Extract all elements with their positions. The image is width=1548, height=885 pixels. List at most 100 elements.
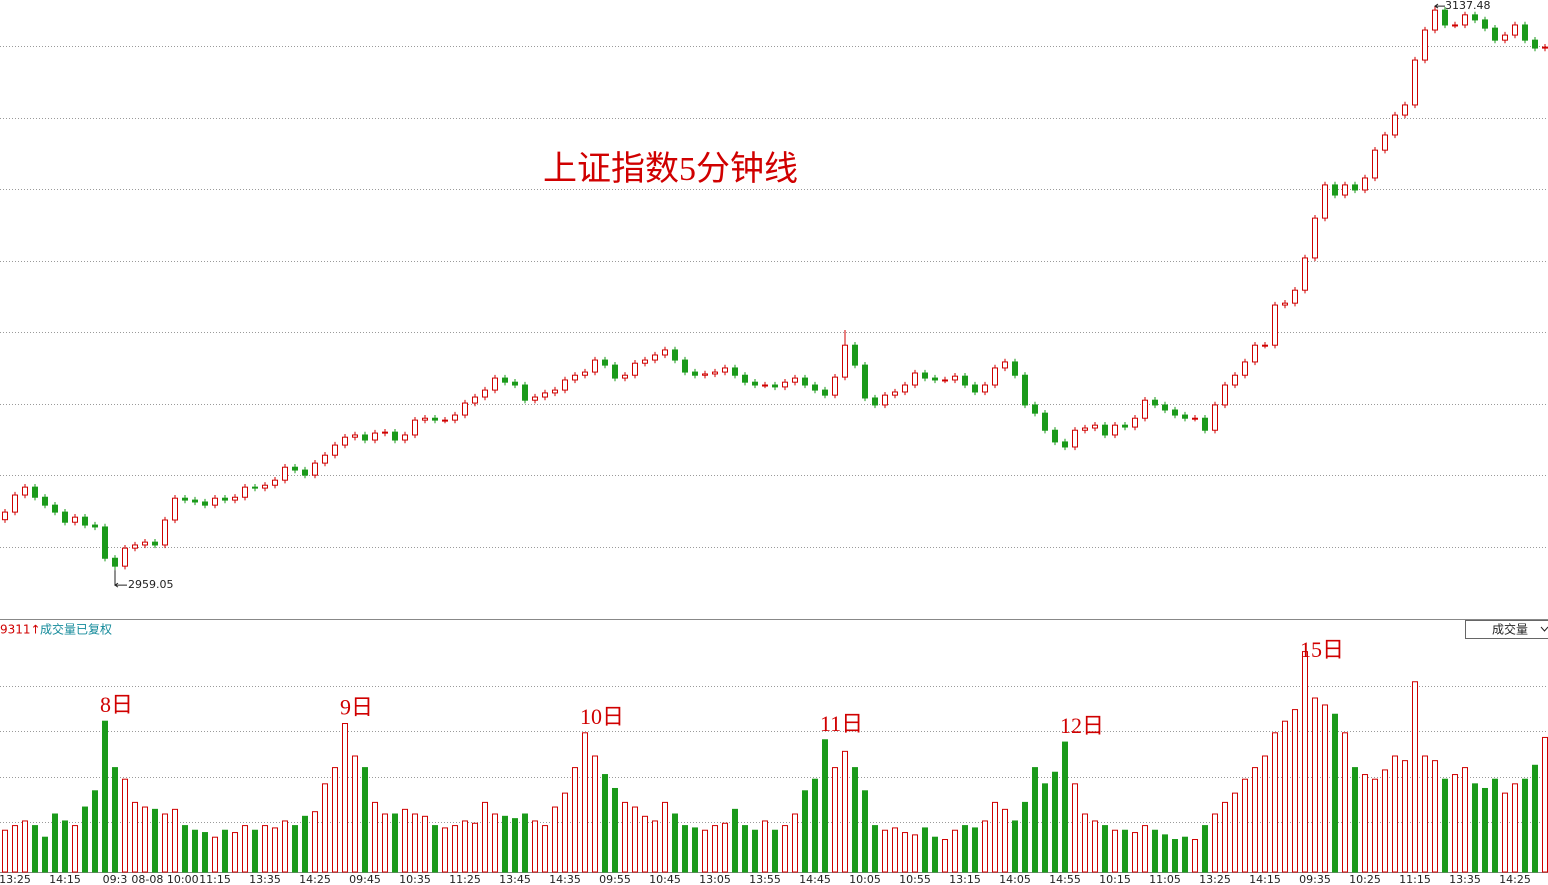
volume-bar bbox=[182, 825, 188, 873]
candle-body bbox=[732, 367, 738, 376]
x-tick-label: 14:05 bbox=[999, 873, 1031, 885]
candle-body bbox=[1382, 134, 1388, 151]
volume-bar bbox=[282, 820, 288, 873]
volume-bar bbox=[442, 827, 448, 873]
candle-body bbox=[282, 466, 288, 481]
low-label: 2959.05 bbox=[128, 578, 174, 591]
candle-body bbox=[462, 402, 468, 416]
volume-bar bbox=[2, 829, 8, 873]
x-tick-label: 11:05 bbox=[1149, 873, 1181, 885]
selector-label[interactable]: 成交量 bbox=[1492, 622, 1528, 637]
volume-bar bbox=[1242, 778, 1248, 873]
candle-body bbox=[1342, 184, 1348, 196]
candle-body bbox=[1152, 399, 1158, 406]
candle-body bbox=[62, 511, 68, 523]
volume-bar bbox=[1082, 813, 1088, 873]
volume-bar bbox=[702, 829, 708, 873]
volume-bar bbox=[1192, 839, 1198, 873]
volume-bar bbox=[532, 820, 538, 873]
volume-bar bbox=[62, 820, 68, 873]
candle-body bbox=[572, 374, 578, 381]
day-label: 9日 bbox=[340, 695, 373, 720]
candle-body bbox=[152, 541, 158, 546]
volume-bar bbox=[1342, 732, 1348, 873]
candle-body bbox=[42, 496, 48, 506]
x-tick-label: 13:35 bbox=[1449, 873, 1481, 885]
day-label: 12日 bbox=[1060, 713, 1104, 738]
volume-bar bbox=[382, 813, 388, 873]
candle-body bbox=[222, 497, 228, 501]
volume-bar bbox=[1402, 760, 1408, 873]
candle-body bbox=[1122, 424, 1128, 428]
candle-body bbox=[1532, 39, 1538, 49]
volume-bar bbox=[882, 829, 888, 873]
x-tick-label: 11:15 bbox=[199, 873, 231, 885]
volume-bar bbox=[252, 829, 258, 873]
volume-bar bbox=[992, 801, 998, 873]
volume-bar bbox=[1502, 792, 1508, 873]
candle-body bbox=[1072, 429, 1078, 448]
candle-body bbox=[392, 431, 398, 441]
candle-body bbox=[242, 486, 248, 498]
candle-body bbox=[1302, 257, 1308, 291]
volume-bar bbox=[172, 808, 178, 873]
volume-bar bbox=[1372, 778, 1378, 873]
candle-body bbox=[132, 544, 138, 549]
candle-body bbox=[692, 371, 698, 376]
volume-bar bbox=[122, 778, 128, 873]
volume-bar bbox=[1052, 771, 1058, 873]
candle-body bbox=[262, 484, 268, 489]
candle-body bbox=[92, 524, 98, 528]
candle-body bbox=[22, 486, 28, 496]
candle-body bbox=[772, 384, 778, 388]
candle-body bbox=[1522, 24, 1528, 41]
volume-bar bbox=[962, 825, 968, 873]
volume-bar bbox=[812, 778, 818, 873]
candle-body bbox=[1102, 424, 1108, 436]
volume-bar bbox=[622, 801, 628, 873]
candle-body bbox=[1432, 9, 1438, 31]
candle-body bbox=[1472, 14, 1478, 21]
volume-bar bbox=[262, 825, 268, 873]
volume-bar bbox=[1382, 769, 1388, 873]
candle-body bbox=[1032, 404, 1038, 414]
volume-bar bbox=[802, 790, 808, 873]
volume-bar bbox=[1312, 697, 1318, 873]
x-tick-label: 14:25 bbox=[1499, 873, 1531, 885]
high-pointer bbox=[1434, 3, 1445, 9]
candle-body bbox=[882, 394, 888, 406]
candle-body bbox=[202, 501, 208, 506]
candle-body bbox=[1332, 184, 1338, 196]
volume-bar bbox=[782, 825, 788, 873]
candle-body bbox=[1362, 177, 1368, 191]
selector-box[interactable] bbox=[1465, 620, 1548, 639]
volume-bar bbox=[1102, 825, 1108, 873]
x-tick-label: 10:35 bbox=[399, 873, 431, 885]
volume-bar bbox=[1472, 783, 1478, 873]
low-pointer bbox=[114, 570, 127, 588]
candle-body bbox=[662, 349, 668, 356]
candle-body bbox=[822, 389, 828, 396]
volume-bar bbox=[562, 792, 568, 873]
volume-bar bbox=[402, 808, 408, 873]
volume-selector[interactable]: 成交量 bbox=[1465, 620, 1548, 639]
volume-bar bbox=[762, 820, 768, 873]
selector-arrow[interactable] bbox=[1540, 626, 1548, 632]
candle-body bbox=[592, 359, 598, 373]
volume-bar bbox=[482, 801, 488, 873]
volume-bar bbox=[1212, 813, 1218, 873]
candle-body bbox=[912, 372, 918, 386]
candle-body bbox=[292, 466, 298, 471]
candle-body bbox=[1202, 417, 1208, 431]
candle-body bbox=[902, 384, 908, 393]
volume-bar bbox=[1452, 774, 1458, 873]
volume-bar bbox=[132, 801, 138, 873]
candle-body bbox=[1132, 417, 1138, 428]
x-tick-label: 10:25 bbox=[1349, 873, 1381, 885]
x-tick-label: 09:45 bbox=[349, 873, 381, 885]
volume-bar bbox=[552, 806, 558, 873]
volume-bar bbox=[682, 825, 688, 873]
candle-body bbox=[652, 354, 658, 361]
volume-bar bbox=[1432, 760, 1438, 873]
